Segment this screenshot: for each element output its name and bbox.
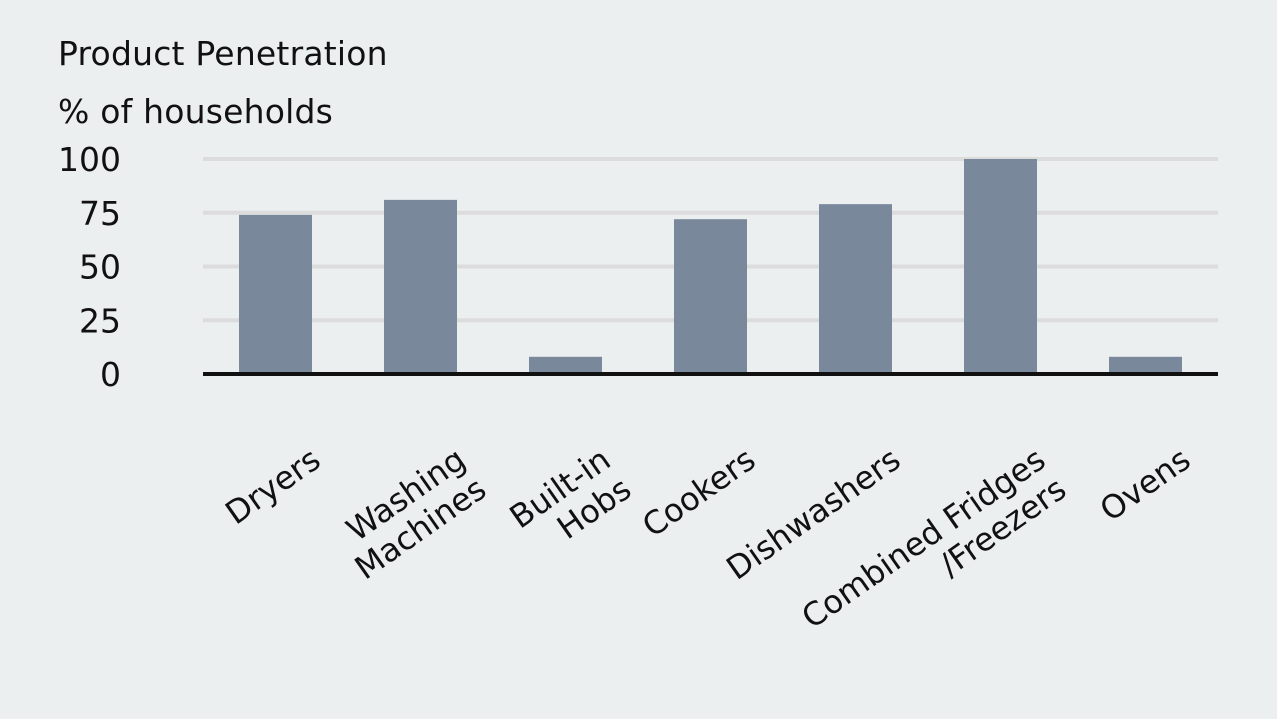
bar	[529, 356, 602, 374]
bar	[964, 159, 1037, 374]
y-tick-label: 75	[79, 194, 121, 233]
y-axis-unit-label: % of households	[58, 92, 334, 131]
bar	[239, 214, 312, 374]
y-tick-label: 25	[79, 301, 121, 340]
chart-title: Product Penetration	[58, 34, 388, 73]
bar	[674, 219, 747, 374]
x-category-label-line: Dryers	[218, 440, 327, 532]
x-category-label: Cookers	[635, 440, 762, 545]
bar	[819, 204, 892, 374]
x-category-label-line: Ovens	[1093, 440, 1197, 529]
x-category-label-line: Cookers	[635, 440, 762, 545]
y-tick-label: 0	[100, 355, 121, 394]
bar	[1109, 356, 1182, 374]
y-tick-label: 100	[58, 140, 121, 179]
x-category-label: Dryers	[218, 440, 327, 532]
x-category-label: Ovens	[1093, 440, 1197, 529]
y-tick-label: 50	[79, 248, 121, 287]
bar	[384, 199, 457, 374]
